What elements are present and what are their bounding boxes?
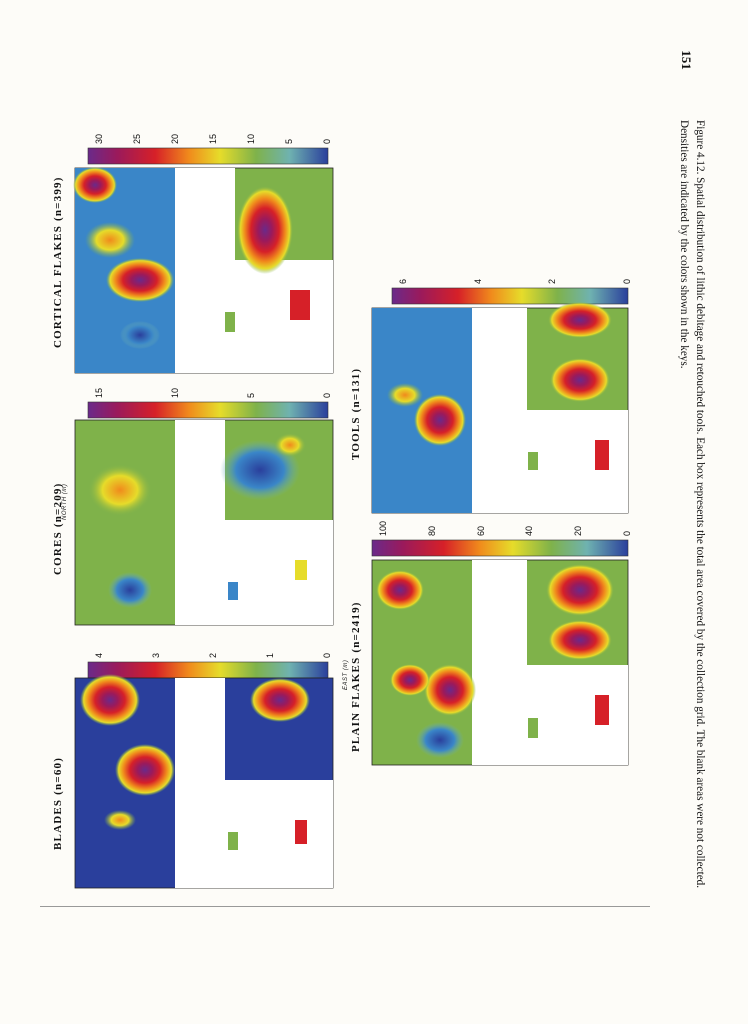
key-tick-label: 30: [94, 133, 104, 144]
key-tick-label: 0: [322, 392, 332, 398]
east-label: EAST (m): [343, 659, 349, 690]
key-tick-label: 80: [426, 525, 437, 536]
key-bar-cores: [87, 401, 329, 419]
key-tick-label: 15: [94, 387, 104, 398]
key-tick-label: 60: [475, 525, 486, 536]
key-tick-label: 15: [208, 133, 218, 144]
map-blades: [74, 674, 334, 889]
north-label: NORTH (m): [62, 483, 68, 520]
map-cores: [74, 419, 334, 626]
page-rule: [40, 906, 650, 907]
key-tick-label: 6: [398, 278, 408, 284]
key-tick-label: 10: [170, 387, 180, 398]
panel-title-plain: PLAIN FLAKES (n=2419): [350, 601, 362, 752]
key-tick-label: 0: [322, 138, 332, 144]
map-tools: [371, 302, 629, 514]
key-bar-blades: [87, 147, 329, 165]
key-tick-label: 2: [547, 278, 558, 284]
key-bar-plain: [371, 539, 629, 557]
key-tick-label: 0: [322, 652, 332, 658]
key-tick-label: 5: [246, 392, 256, 398]
map-plain-flakes: [371, 559, 629, 766]
key-tick-label: 4: [94, 652, 104, 658]
key-tick-label: 25: [132, 133, 142, 144]
key-tick-label: 20: [573, 525, 584, 536]
panel-title-cortical: CORTICAL FLAKES (n=399): [52, 176, 64, 348]
key-tick-label: 2: [208, 652, 218, 658]
key-bar-tools: [391, 287, 629, 305]
key-tick-label: 1: [265, 652, 275, 658]
key-tick-label: 4: [472, 278, 483, 284]
key-tick-label: 0: [622, 278, 632, 284]
key-tick-label: 40: [524, 525, 535, 536]
panel-title-tools: TOOLS (n=131): [350, 367, 362, 460]
panel-title-blades: BLADES (n=60): [52, 756, 64, 850]
map-cortical-flakes: [73, 167, 334, 374]
key-bar-cortical: [87, 661, 329, 679]
key-tick-label: 0: [622, 530, 632, 536]
key-tick-label: 20: [170, 133, 180, 144]
key-tick-label: 5: [284, 138, 294, 144]
key-tick-label: 10: [246, 133, 256, 144]
key-tick-label: 100: [378, 520, 388, 536]
key-tick-label: 3: [151, 652, 161, 658]
